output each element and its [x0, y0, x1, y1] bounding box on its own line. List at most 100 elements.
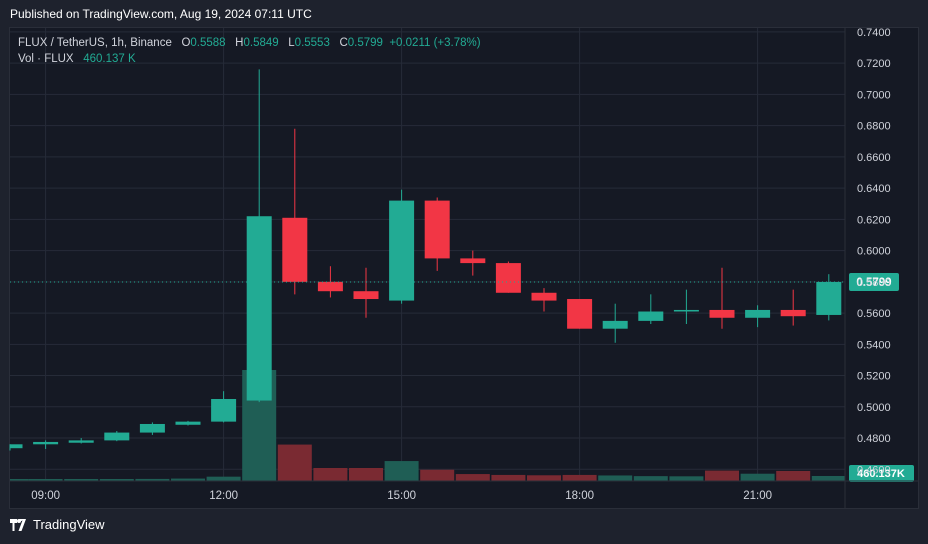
volume-bar [633, 476, 668, 481]
price-tick-label: 0.5000 [857, 402, 891, 414]
price-tick-label: 0.5200 [857, 371, 891, 383]
open-value: 0.5588 [190, 37, 226, 49]
candle [567, 299, 593, 329]
volume-bars [10, 370, 845, 481]
volume-bar [349, 467, 383, 481]
tradingview-logo-icon [10, 518, 26, 531]
volume-bar [28, 479, 63, 481]
volume-bar [99, 479, 134, 481]
close-label: C [339, 37, 348, 49]
ohlc-row: FLUX / TetherUS, 1h, Binance O0.5588 H0.… [18, 35, 481, 51]
candle [424, 197, 450, 271]
price-tick-label: 0.6600 [857, 152, 891, 164]
candle-body [389, 200, 415, 301]
candle-body [460, 258, 486, 264]
volume-bar [313, 467, 348, 481]
low-label: L [288, 37, 295, 49]
candle-body [282, 217, 308, 282]
candle [780, 289, 806, 326]
time-tick-label: 21:00 [743, 490, 772, 502]
change-value: +0.0211 (+3.78%) [389, 37, 481, 49]
volume-label[interactable]: Vol · FLUX [18, 53, 74, 65]
time-tick-label: 18:00 [565, 490, 594, 502]
candle [33, 440, 59, 449]
high-value: 0.5849 [243, 37, 279, 49]
candle [673, 289, 699, 325]
candle-body [175, 421, 201, 425]
last-volume-badge [849, 465, 914, 482]
time-tick-label: 12:00 [209, 490, 238, 502]
candle [246, 69, 272, 403]
candle-body [673, 309, 699, 312]
candle [9, 444, 23, 451]
candle-body [567, 299, 593, 329]
candle [68, 438, 94, 444]
candle-body [709, 309, 735, 318]
volume-bar [598, 475, 633, 481]
volume-bar [562, 474, 597, 481]
candle-body [353, 291, 379, 300]
price-tick-label: 0.6200 [857, 214, 891, 226]
candle-body [317, 281, 343, 292]
price-tick-label: 0.7000 [857, 89, 891, 101]
candle [389, 189, 415, 304]
candle-body [816, 281, 842, 315]
published-caption: Published on TradingView.com, Aug 19, 20… [10, 7, 312, 21]
price-tick-label: 0.4600 [857, 464, 891, 476]
candle [282, 128, 308, 295]
candle [638, 294, 664, 325]
candle [816, 274, 842, 321]
last-price-label: 0.5799 [856, 277, 891, 289]
candle-body [33, 441, 59, 445]
volume-bar [527, 475, 561, 481]
candle-body [211, 398, 237, 422]
time-tick-label: 15:00 [387, 490, 416, 502]
last-price-badge [849, 272, 899, 291]
price-axis: 0.7400 0.7200 0.7000 0.6800 0.6600 0.6400 0.62… [844, 27, 891, 509]
candle [495, 261, 521, 293]
volume-bar [669, 476, 704, 481]
candle [211, 391, 237, 423]
volume-bar [776, 470, 811, 481]
price-tick-label: 0.4800 [857, 433, 891, 445]
volume-bar [10, 479, 29, 481]
volume-bar [455, 474, 490, 481]
footer-brand[interactable]: TradingView [10, 517, 105, 532]
price-candles [9, 69, 842, 451]
footer-brand-label: TradingView [33, 517, 105, 532]
volume-bar [811, 475, 845, 481]
chart-legend: FLUX / TetherUS, 1h, Binance O0.5588 H0.… [18, 35, 481, 67]
candle [745, 305, 771, 328]
candle [460, 250, 486, 276]
price-tick-label: 0.5800 [857, 277, 891, 289]
volume-bar [420, 469, 455, 481]
open-label: O [181, 37, 191, 49]
price-tick-label: 0.6400 [857, 183, 891, 195]
price-tick-label: 0.7200 [857, 58, 891, 70]
candle-body [638, 311, 664, 321]
candle-body [246, 216, 272, 401]
candle [353, 267, 379, 318]
candle-body [495, 263, 521, 293]
candle [531, 288, 557, 312]
candle [709, 267, 735, 329]
low-value: 0.5553 [294, 37, 330, 49]
volume-bar [277, 444, 312, 481]
volume-bar [171, 478, 205, 481]
candle-body [780, 309, 806, 317]
candle-body [104, 432, 130, 441]
candle-body [68, 440, 94, 443]
candle-body [531, 292, 557, 301]
volume-bar [384, 461, 419, 481]
volume-bar [206, 476, 241, 481]
price-tick-label: 0.7400 [857, 27, 891, 39]
candle [602, 303, 628, 343]
candle [104, 431, 130, 442]
symbol-label[interactable]: FLUX / TetherUS, 1h, Binance [18, 37, 172, 49]
volume-value: 460.137 K [83, 53, 136, 65]
candle-body [745, 309, 771, 318]
high-label: H [235, 37, 244, 49]
time-tick-label: 09:00 [31, 490, 60, 502]
candle-body [10, 444, 23, 449]
